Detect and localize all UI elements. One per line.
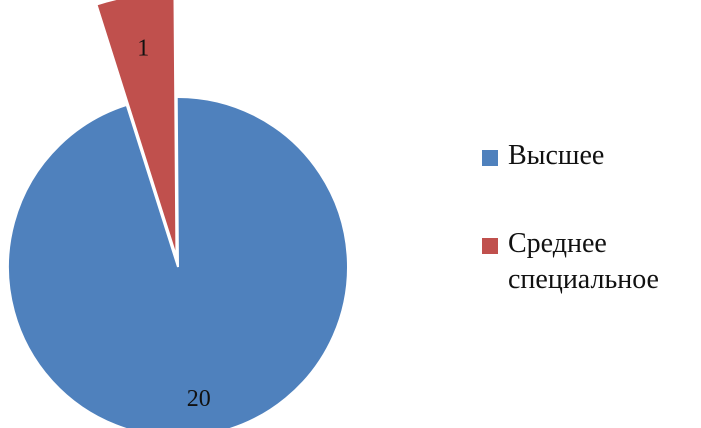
legend-item-srednee-specialnoe: Среднее специальное: [482, 226, 697, 298]
legend-swatch-srednee-specialnoe: [482, 238, 498, 254]
pie-slice-1: [95, 0, 178, 258]
pie-slice-label-0: 20: [187, 386, 211, 412]
chart-legend: Высшее Среднее специальное: [482, 138, 697, 350]
legend-swatch-vysshee: [482, 150, 498, 166]
legend-label-srednee-specialnoe: Среднее специальное: [508, 228, 659, 295]
legend-label-vysshee: Высшее: [508, 140, 605, 171]
legend-item-vysshee: Высшее: [482, 138, 697, 174]
pie-slice-0: [7, 96, 349, 428]
pie-slice-label-1: 1: [137, 36, 149, 62]
